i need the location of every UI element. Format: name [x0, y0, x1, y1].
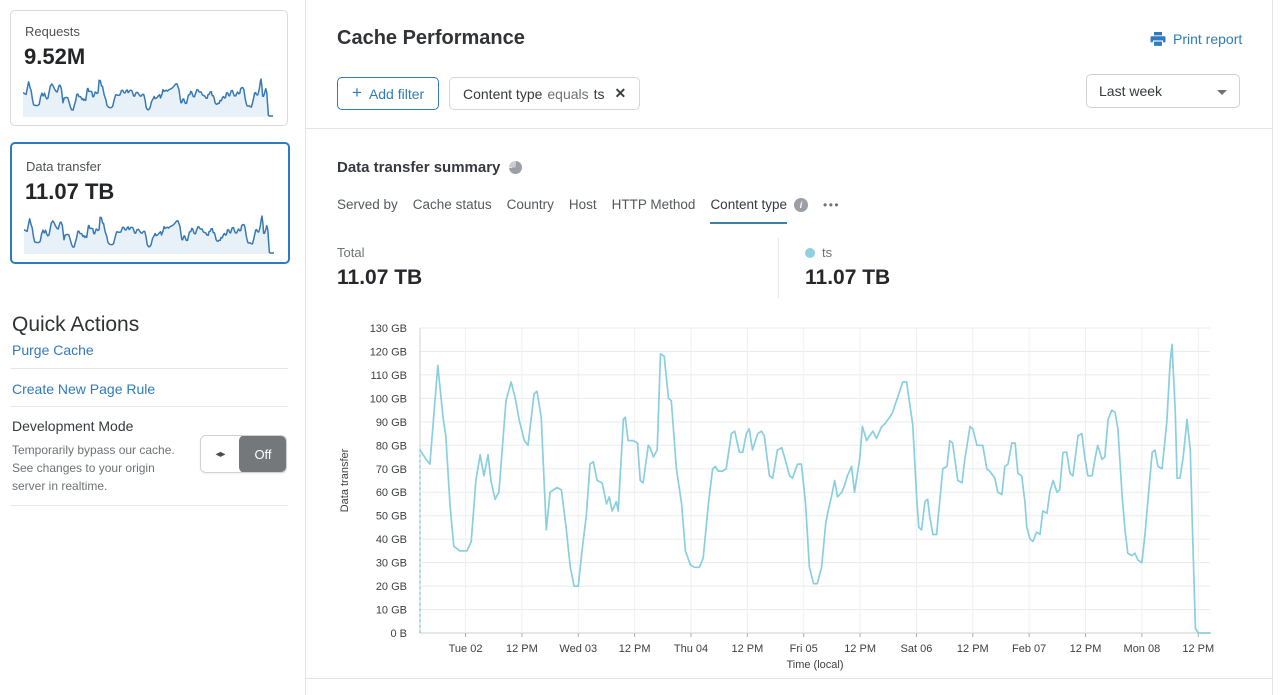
y-tick-label: 10 GB: [376, 605, 407, 617]
tab-host[interactable]: Host: [568, 197, 597, 212]
x-tick-label: 12 PM: [957, 643, 989, 655]
y-tick-label: 0 B: [390, 628, 407, 640]
y-tick-label: 120 GB: [370, 346, 407, 358]
plus-icon: +: [352, 83, 362, 102]
x-tick-label: Tue 02: [449, 643, 483, 655]
y-tick-label: 50 GB: [376, 511, 407, 523]
info-icon[interactable]: i: [794, 198, 808, 212]
x-axis-title: Time (local): [786, 659, 843, 671]
y-tick-label: 40 GB: [376, 534, 407, 546]
time-range-select[interactable]: Last week: [1086, 74, 1240, 108]
add-filter-button[interactable]: + Add filter: [337, 77, 440, 110]
sparkline-line: [23, 78, 273, 117]
x-tick-label: 12 PM: [1182, 643, 1214, 655]
filter-chip-operator: equals: [547, 85, 589, 102]
x-tick-label: 12 PM: [844, 643, 876, 655]
y-tick-label: 60 GB: [376, 487, 407, 499]
requests-card-label: Requests: [25, 24, 80, 39]
create-page-rule-link[interactable]: Create New Page Rule: [12, 381, 156, 397]
remove-filter-icon[interactable]: ✕: [614, 85, 627, 101]
data-transfer-sparkline: [24, 215, 274, 254]
total-stat-label: Total: [337, 245, 365, 260]
ts-series-line: [419, 343, 1211, 634]
sparkline-fill: [23, 79, 273, 117]
x-tick-label: Feb 07: [1012, 643, 1046, 655]
y-tick-label: 100 GB: [370, 393, 407, 405]
filter-chip-value: ts: [593, 85, 605, 102]
y-tick-label: 30 GB: [376, 558, 407, 570]
print-report-label: Print report: [1173, 31, 1243, 47]
development-mode-description: Temporarily bypass our cache. See change…: [12, 443, 175, 493]
more-tabs-icon[interactable]: •••: [823, 198, 841, 212]
chevron-down-icon: [1217, 90, 1227, 95]
requests-metric-card[interactable]: Requests 9.52M: [10, 10, 288, 126]
x-tick-label: Fri 05: [790, 643, 818, 655]
tab-served-by[interactable]: Served by: [337, 197, 398, 212]
panel-right-border: [1272, 0, 1273, 695]
y-tick-label: 90 GB: [376, 417, 407, 429]
filter-chip-content-type[interactable]: Content type equals ts ✕: [449, 77, 641, 110]
toggle-state-label: Off: [239, 436, 286, 472]
stats-divider: [778, 238, 779, 298]
tab-content-type[interactable]: Content type: [710, 197, 787, 224]
ts-legend-label: ts: [822, 245, 833, 260]
x-tick-label: Sat 06: [901, 643, 933, 655]
add-filter-label: Add filter: [368, 85, 425, 102]
pie-chart-icon: [509, 161, 523, 174]
filter-chip-field: Content type: [463, 85, 543, 102]
data-transfer-chart: 0 B 10 GB 20 GB 30 GB 40 GB 50 GB 60 GB 70 GB 80…: [339, 323, 1214, 671]
summary-tabs: Served by Cache status Country Host HTTP…: [337, 197, 840, 224]
sidebar-main-divider: [305, 0, 306, 695]
total-stat-value: 11.07 TB: [337, 266, 423, 289]
x-tick-label: Wed 03: [559, 643, 597, 655]
purge-cache-link[interactable]: Purge Cache: [12, 342, 94, 358]
sidebar-divider: [10, 368, 288, 369]
quick-actions-title: Quick Actions: [12, 313, 140, 337]
y-tick-label: 80 GB: [376, 440, 407, 452]
summary-section-title: Data transfer summary: [337, 159, 523, 176]
y-tick-label: 70 GB: [376, 464, 407, 476]
x-tick-label: 12 PM: [506, 643, 538, 655]
data-transfer-card-value: 11.07 TB: [25, 179, 115, 204]
printer-icon: [1150, 31, 1166, 47]
data-transfer-card-label: Data transfer: [26, 159, 102, 174]
summary-title-text: Data transfer summary: [337, 159, 501, 176]
print-report-link[interactable]: Print report: [1150, 31, 1242, 47]
page-title: Cache Performance: [337, 27, 525, 49]
ts-legend-dot: [805, 248, 815, 258]
y-axis-title: Data transfer: [339, 448, 351, 512]
tab-country[interactable]: Country: [506, 197, 554, 212]
x-tick-label: 12 PM: [619, 643, 651, 655]
header-divider: [306, 128, 1272, 129]
y-tick-label: 110 GB: [371, 370, 408, 382]
requests-sparkline: [23, 78, 273, 117]
tab-http-method[interactable]: HTTP Method: [611, 197, 696, 212]
requests-card-value: 9.52M: [24, 44, 86, 69]
y-tick-label: 20 GB: [376, 581, 407, 593]
x-tick-label: Mon 08: [1124, 643, 1161, 655]
development-mode-toggle[interactable]: ◂▸ Off: [200, 435, 287, 473]
sparkline-line: [24, 215, 274, 254]
development-mode-title: Development Mode: [12, 418, 134, 434]
tab-cache-status[interactable]: Cache status: [412, 197, 492, 212]
x-tick-label: 12 PM: [731, 643, 763, 655]
y-tick-label: 130 GB: [370, 323, 407, 335]
sparkline-fill: [24, 216, 274, 254]
ts-stat-value: 11.07 TB: [805, 266, 891, 289]
toggle-arrows-icon: ◂▸: [201, 436, 240, 472]
time-range-value: Last week: [1099, 83, 1163, 99]
data-transfer-metric-card[interactable]: Data transfer 11.07 TB: [10, 142, 290, 264]
section-bottom-divider: [306, 678, 1272, 679]
sidebar-divider: [10, 406, 288, 407]
sidebar-divider: [10, 505, 288, 506]
x-tick-label: 12 PM: [1070, 643, 1102, 655]
x-tick-label: Thu 04: [674, 643, 708, 655]
